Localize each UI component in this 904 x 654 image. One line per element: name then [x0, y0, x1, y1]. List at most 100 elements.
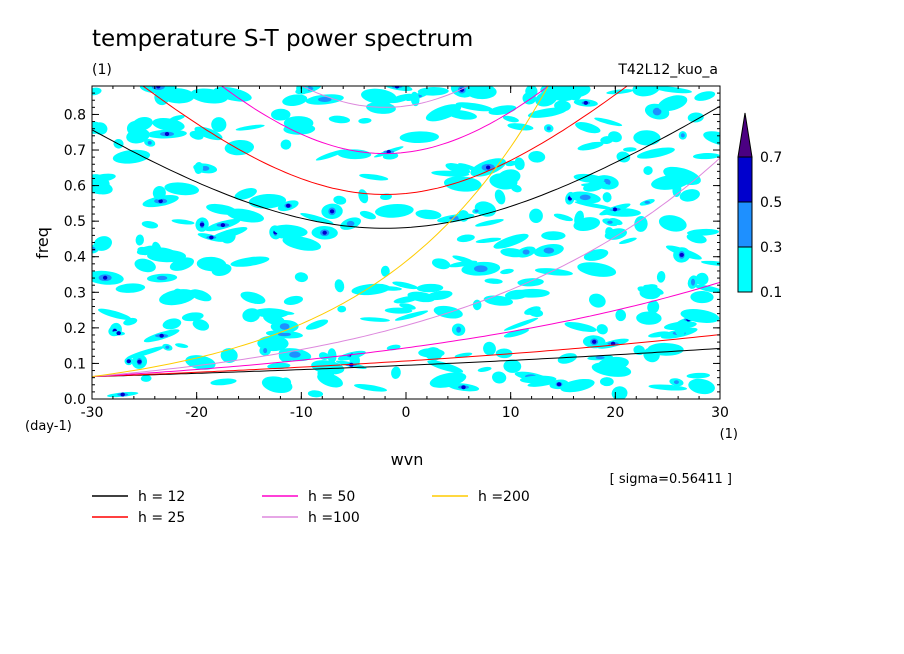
heat-blob: [656, 270, 666, 283]
heat-blob: [410, 91, 420, 107]
heat-blob: [426, 290, 453, 301]
heat-blob: [427, 360, 464, 373]
heat-blob: [528, 308, 544, 318]
heat-blob: [623, 147, 637, 152]
heat-blob: [359, 173, 389, 181]
heat-blob: [283, 123, 316, 135]
heat-blob: [280, 139, 292, 150]
heat-blob: [358, 189, 369, 204]
heat-blob: [643, 347, 660, 363]
heat-blob: [380, 193, 392, 201]
chart-subtitle-right: T42L12_kuo_a: [617, 62, 718, 78]
heat-blob: [564, 322, 597, 332]
heat-blob-high: [102, 275, 108, 280]
heat-blob: [690, 290, 714, 304]
heat-blob: [648, 331, 670, 338]
heat-blob: [455, 102, 493, 112]
heat-blob: [240, 291, 266, 305]
heat-blob-mid: [289, 351, 301, 358]
heat-blob: [534, 268, 573, 276]
heat-blob-high: [485, 165, 491, 170]
heat-blob: [224, 139, 255, 156]
heat-blob: [680, 309, 720, 323]
heat-blob-mid: [579, 194, 591, 201]
heat-blob: [282, 94, 308, 107]
x-tick-label: 30: [711, 405, 729, 421]
colorbar-label: 0.7: [760, 150, 782, 166]
heat-blob: [115, 283, 146, 293]
heat-blob-high: [120, 392, 125, 397]
heat-blob: [307, 390, 324, 398]
heat-blob-mid: [147, 140, 152, 145]
heat-blob: [535, 91, 558, 107]
heat-blob: [507, 123, 534, 131]
heat-blob: [417, 87, 449, 96]
legend-label: h = 12: [138, 489, 185, 505]
heat-blob: [454, 352, 473, 358]
heat-blob-mid: [652, 107, 662, 116]
heat-blob: [152, 186, 166, 200]
heat-blob-high: [159, 333, 164, 338]
heat-blob: [599, 377, 614, 387]
heat-blob: [271, 108, 291, 121]
heat-blob: [505, 160, 517, 167]
heat-blob: [305, 319, 329, 330]
heat-blob-mid: [691, 278, 696, 286]
heat-blob: [619, 237, 637, 244]
heat-blob: [443, 176, 482, 192]
heat-blob: [327, 348, 337, 364]
heat-blob: [126, 128, 150, 144]
heat-blob: [141, 221, 159, 229]
heat-blob: [192, 319, 210, 331]
heat-blob: [172, 288, 184, 304]
heat-blob: [360, 317, 390, 322]
heat-blob: [575, 122, 601, 134]
colorbar-label: 0.5: [760, 195, 782, 211]
heat-blob: [296, 86, 309, 95]
heat-blob-high: [156, 86, 161, 89]
heat-blob: [556, 86, 591, 98]
heat-blob: [131, 116, 153, 131]
heat-blob: [686, 233, 707, 244]
heat-blob: [394, 310, 429, 321]
heat-blob: [695, 272, 709, 286]
heat-blob-mid: [522, 249, 530, 255]
heat-blob: [446, 375, 456, 387]
heat-blob: [658, 95, 688, 112]
heat-blob: [580, 183, 610, 188]
heat-blob: [194, 161, 204, 175]
heat-blob-high: [199, 222, 205, 227]
heat-blob: [152, 118, 185, 132]
heat-blob: [137, 246, 150, 256]
heat-blob: [527, 379, 557, 387]
heat-blob: [594, 117, 623, 127]
heat-blob: [93, 236, 112, 251]
heat-blob: [503, 317, 539, 331]
heat-blob: [503, 328, 530, 338]
heat-blob: [415, 209, 442, 220]
curve-lower-2: [92, 281, 720, 378]
heat-blob: [407, 291, 436, 303]
heat-blob-high: [679, 252, 684, 257]
heat-blob: [380, 265, 390, 277]
heat-blob: [445, 163, 471, 174]
chart-subtitle-left: (1): [92, 62, 112, 78]
legend-label: h =200: [478, 489, 530, 505]
heat-blob: [294, 272, 308, 283]
heat-blob: [92, 87, 102, 96]
x-tick-label: 0: [402, 405, 411, 421]
heat-blob-mid: [277, 332, 291, 337]
heat-blob: [248, 193, 287, 209]
curve-upper-3: [300, 86, 470, 108]
heat-blob: [211, 263, 232, 277]
heat-blob: [126, 346, 165, 359]
y-tick-label: 0.0: [64, 392, 86, 408]
heat-blob: [475, 237, 502, 244]
sigma-label: [ sigma=0.56411 ]: [610, 472, 732, 487]
heat-blob-high: [592, 339, 597, 344]
heat-blob: [679, 189, 700, 202]
heat-blob: [333, 195, 347, 205]
curve-lower-3: [92, 157, 720, 378]
plot-area: -30 -20 -10 0 10 20 30 0.0 0.1 0.2 0.3 0.4 0.5 0.6 0.7…: [64, 85, 729, 421]
heat-blob: [573, 173, 605, 183]
